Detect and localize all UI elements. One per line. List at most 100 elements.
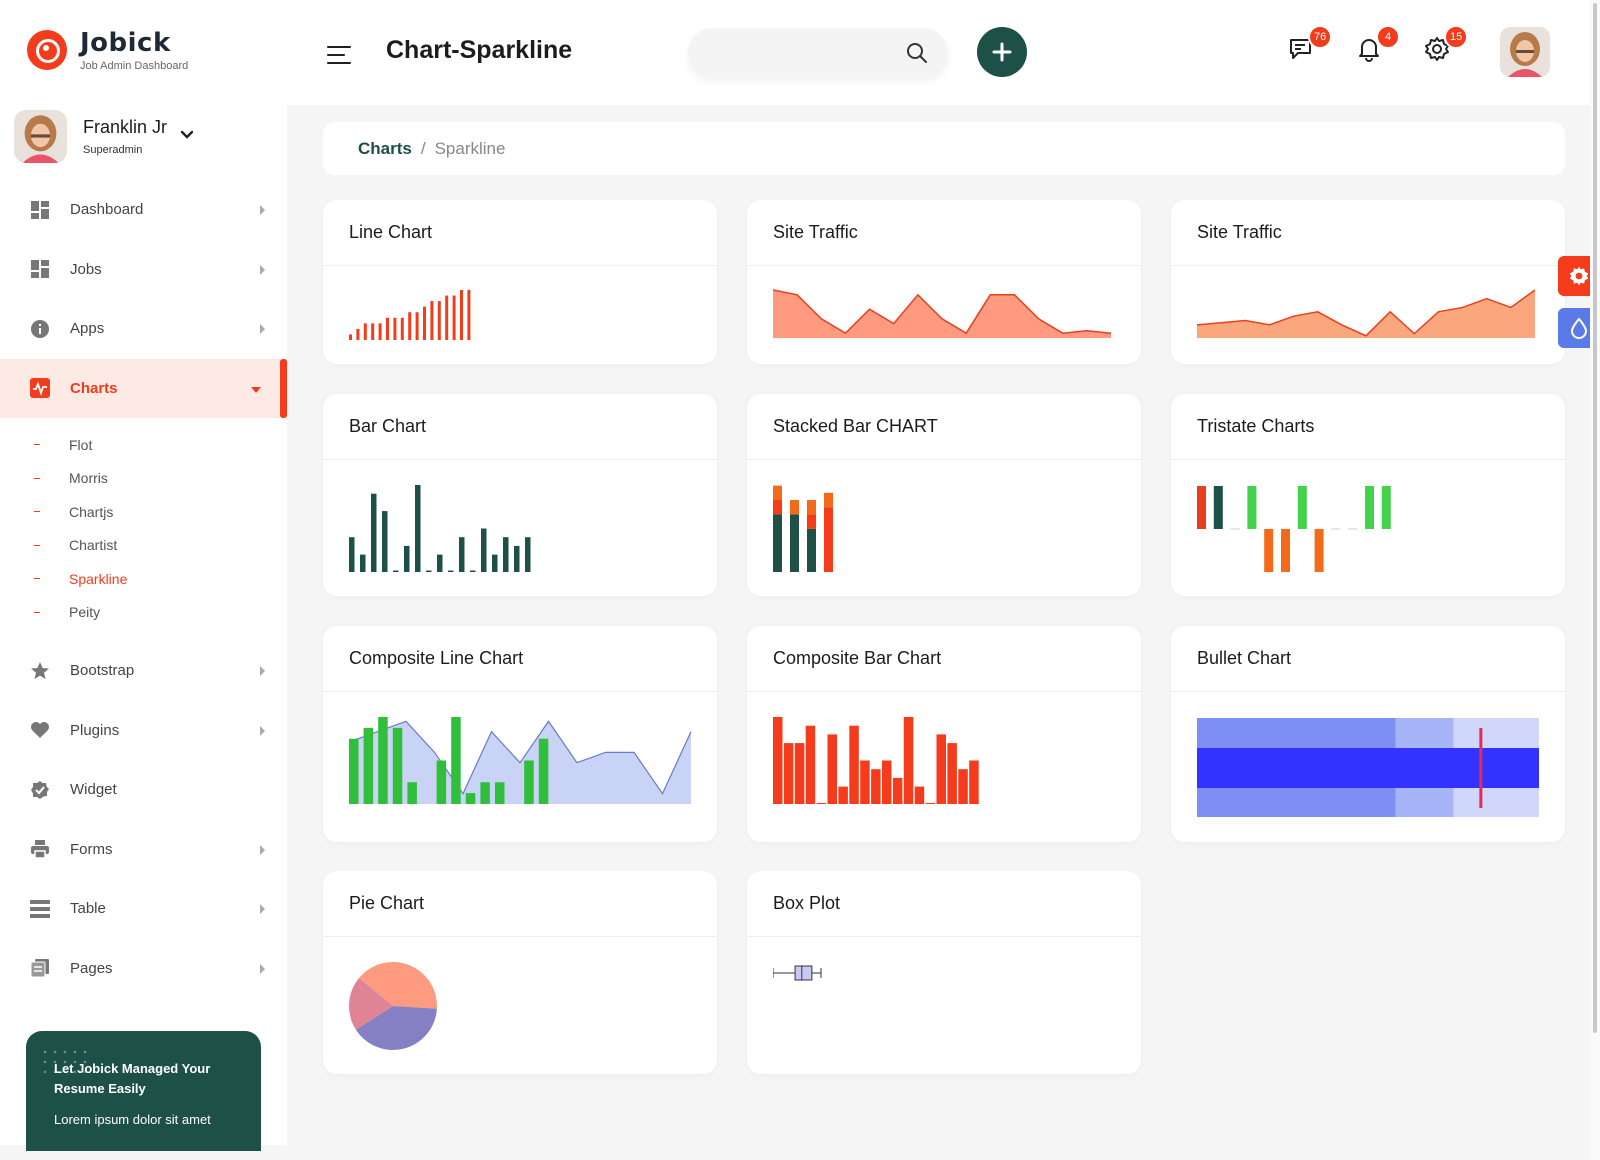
bar-mark — [408, 312, 412, 340]
pie-chart-svg — [349, 962, 437, 1050]
card-title: Line Chart — [323, 200, 717, 266]
brand-text: Jobick Job Admin Dashboard — [80, 28, 188, 72]
grid-icon — [30, 200, 50, 220]
settings-button[interactable]: 15 — [1424, 25, 1469, 66]
page-scrollbar[interactable] — [1590, 0, 1600, 1160]
line-mark — [349, 720, 692, 795]
card-composite-bar: Composite Bar Chart — [747, 626, 1141, 842]
brand[interactable]: Jobick Job Admin Dashboard — [27, 28, 188, 72]
sidebar-item-pages[interactable]: Pages — [0, 939, 287, 999]
submenu-item-chartist[interactable]: Chartist — [0, 529, 287, 563]
chevron-right-icon — [260, 264, 265, 275]
bar-mark — [404, 545, 410, 572]
bar-mark — [460, 290, 463, 340]
menu-toggle-icon[interactable] — [327, 46, 351, 64]
submenu-label: Sparkline — [69, 570, 128, 587]
brand-name: Jobick — [80, 28, 171, 58]
bar-mark — [392, 727, 403, 804]
pages-icon — [30, 958, 50, 978]
sidebar-item-bootstrap[interactable]: Bootstrap — [0, 641, 287, 701]
gear-icon — [1425, 37, 1449, 61]
bullet-target — [1479, 728, 1483, 808]
bar-mark — [914, 786, 925, 804]
stacked-bar-segment — [773, 500, 782, 515]
sidebar-item-apps[interactable]: Apps — [0, 299, 287, 359]
bar-mark — [349, 334, 352, 340]
bar-mark — [465, 793, 476, 804]
card-stacked-bar: Stacked Bar CHART — [747, 394, 1141, 596]
breadcrumb-current: Sparkline — [434, 138, 506, 158]
bar-mark — [437, 301, 441, 340]
card-composite-line: Composite Line Chart — [323, 626, 717, 842]
sidebar-item-jobs[interactable]: Jobs — [0, 240, 287, 300]
sidebar-item-charts[interactable]: Charts — [0, 358, 287, 418]
tristate-bar — [1348, 528, 1358, 530]
card-title: Bullet Chart — [1171, 626, 1565, 692]
heart-icon — [30, 720, 50, 740]
card-site-traffic-1: Site Traffic — [747, 200, 1141, 364]
messages-button[interactable]: 76 — [1288, 25, 1333, 66]
card-site-traffic-2: Site Traffic — [1171, 200, 1565, 364]
sidebar-item-label: Jobs — [70, 260, 102, 278]
bar-mark — [794, 743, 805, 804]
add-button[interactable] — [977, 27, 1027, 77]
sidebar-item-plugins[interactable]: Plugins — [0, 701, 287, 761]
stacked-bar-segment — [824, 507, 833, 572]
submenu-item-peity[interactable]: Peity — [0, 596, 287, 630]
sidebar-item-forms[interactable]: Forms — [0, 820, 287, 880]
search-icon[interactable] — [906, 42, 928, 64]
tristate-bar — [1230, 528, 1240, 530]
avatar-image — [1500, 27, 1550, 77]
sidebar-item-label: Pages — [70, 959, 113, 977]
bar-mark — [525, 537, 531, 572]
bar-mark — [459, 537, 465, 572]
search-box — [688, 28, 948, 78]
messages-badge: 76 — [1308, 25, 1333, 49]
scrollbar-thumb[interactable] — [1593, 3, 1597, 1033]
pulse-chart-icon — [30, 378, 50, 399]
stacked-bar-segment — [790, 500, 799, 515]
stacked-bar-segment — [773, 485, 782, 500]
bar-mark — [423, 306, 426, 340]
bar-mark — [925, 803, 936, 804]
sidebar-item-widget[interactable]: Widget — [0, 760, 287, 820]
search-input[interactable] — [688, 28, 888, 78]
tristate-chart-svg — [1197, 486, 1391, 572]
submenu-item-sparkline[interactable]: Sparkline — [0, 562, 287, 596]
breadcrumb-charts-link[interactable]: Charts — [358, 138, 412, 158]
bar-mark — [426, 570, 432, 572]
bar-mark — [349, 537, 355, 572]
submenu-item-flot[interactable]: Flot — [0, 428, 287, 462]
sidebar-item-table[interactable]: Table — [0, 879, 287, 939]
chevron-down-icon[interactable] — [179, 127, 195, 143]
card-title: Composite Line Chart — [323, 626, 717, 692]
area-mark — [773, 290, 1111, 338]
profile-text: Franklin Jr Superadmin — [83, 117, 167, 156]
user-avatar[interactable] — [1500, 27, 1550, 77]
sidebar-menu: Dashboard Jobs Apps Charts Flot Morris C… — [0, 180, 287, 998]
submenu-item-chartjs[interactable]: Chartjs — [0, 495, 287, 529]
sidebar-item-label: Bootstrap — [70, 662, 135, 680]
bar-mark — [849, 725, 859, 804]
bar-mark — [524, 760, 534, 804]
breadcrumb-separator: / — [420, 138, 426, 158]
settings-badge: 15 — [1444, 25, 1469, 49]
bar-mark — [816, 803, 827, 804]
notifications-button[interactable]: 4 — [1356, 25, 1400, 66]
composite-bar-chart-svg — [773, 717, 979, 804]
line-chart-svg — [349, 290, 471, 340]
pie-slice — [349, 977, 393, 1030]
card-title: Composite Bar Chart — [747, 626, 1141, 692]
submenu-item-morris[interactable]: Morris — [0, 462, 287, 496]
submenu-label: Morris — [69, 470, 108, 487]
chevron-right-icon — [260, 205, 265, 215]
bar-mark — [467, 290, 471, 340]
profile-dropdown[interactable]: Franklin Jr Superadmin — [14, 110, 195, 163]
bullet-performance — [1197, 748, 1539, 788]
chevron-right-icon — [260, 666, 265, 676]
bar-mark — [448, 570, 454, 572]
profile-name: Franklin Jr — [83, 117, 168, 137]
bar-mark — [892, 777, 903, 804]
bar-mark — [860, 760, 870, 804]
sidebar-item-dashboard[interactable]: Dashboard — [0, 180, 287, 240]
